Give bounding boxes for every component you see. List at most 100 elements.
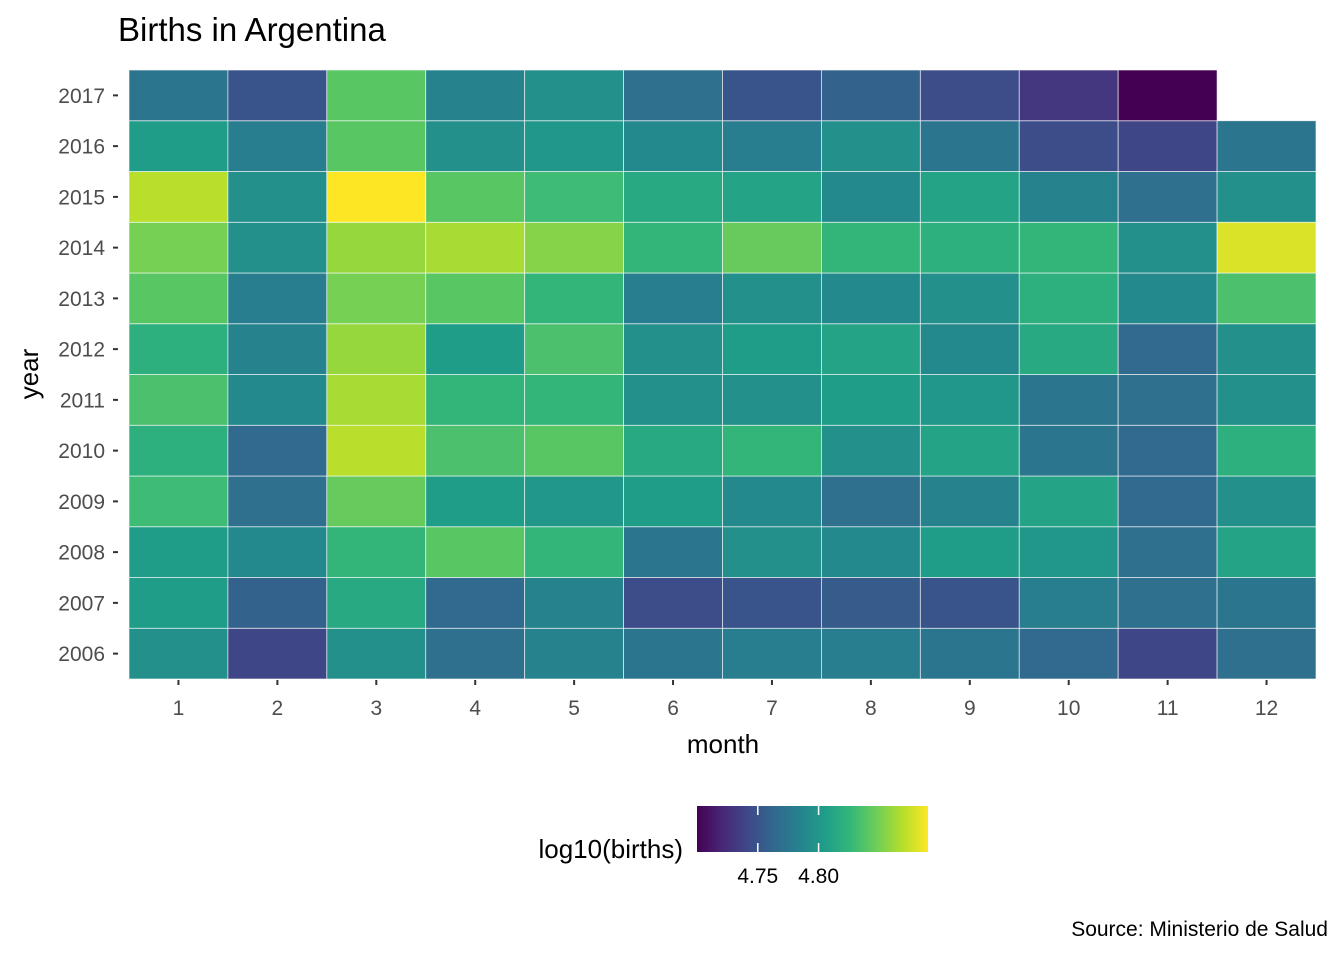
heatmap-tile-2006-1 xyxy=(128,627,229,680)
legend-tick-label: 4.80 xyxy=(798,865,839,888)
heatmap-tile-2015-6 xyxy=(623,171,723,223)
heatmap-tile-2009-2 xyxy=(227,475,328,528)
heatmap-tile-2017-1 xyxy=(128,69,229,122)
heatmap-tile-2010-1 xyxy=(128,424,229,477)
heatmap-tile-2013-4 xyxy=(425,272,526,325)
heatmap-tile-2008-8 xyxy=(821,526,921,578)
y-axis: 2006 2007 2008 2009 2010 2011 2012 2013 2014 2015… xyxy=(58,85,118,666)
heatmap-tile-2008-12 xyxy=(1216,526,1317,578)
heatmap-tile-2008-3 xyxy=(326,526,427,578)
heatmap-tile-2015-4 xyxy=(425,171,526,223)
heatmap-tile-2008-6 xyxy=(623,526,723,578)
heatmap-tile-2008-5 xyxy=(524,526,624,578)
x-tick-label-9: 9 xyxy=(964,697,976,720)
heatmap-tile-2014-8 xyxy=(821,221,921,274)
x-tick-label-3: 3 xyxy=(370,697,382,720)
heatmap-tile-2007-11 xyxy=(1117,577,1218,629)
heatmap-tile-2009-12 xyxy=(1216,475,1317,528)
heatmap-tile-2011-9 xyxy=(919,374,1020,426)
y-tick-label-2007: 2007 xyxy=(58,592,105,615)
heatmap-tile-2006-10 xyxy=(1018,627,1119,680)
y-tick-label-2015: 2015 xyxy=(58,186,105,209)
x-axis: 1 2 3 4 5 6 7 8 9 10 11 12 xyxy=(173,680,1278,720)
heatmap-tile-2010-5 xyxy=(524,424,624,477)
heatmap-tile-2007-8 xyxy=(821,577,921,629)
heatmap-tile-2013-7 xyxy=(722,272,822,325)
heatmap-tile-2016-8 xyxy=(821,120,921,172)
heatmap-tile-2011-4 xyxy=(425,374,526,426)
heatmap-tile-2013-11 xyxy=(1117,272,1218,325)
heatmap-tile-2012-4 xyxy=(425,323,526,375)
heatmap-tile-2010-12 xyxy=(1216,424,1317,477)
heatmap-tile-2014-12 xyxy=(1216,221,1317,274)
heatmap-tile-2009-5 xyxy=(524,475,624,528)
heatmap-tile-2009-7 xyxy=(722,475,822,528)
heatmap-tile-2013-9 xyxy=(919,272,1020,325)
heatmap-tile-2012-5 xyxy=(524,323,624,375)
heatmap-tile-2012-6 xyxy=(623,323,723,375)
y-tick-label-2014: 2014 xyxy=(58,237,105,260)
x-tick-label-2: 2 xyxy=(272,697,284,720)
heatmap-tile-2010-10 xyxy=(1018,424,1119,477)
heatmap-tile-2006-11 xyxy=(1117,627,1218,680)
heatmap-tile-2016-12 xyxy=(1216,120,1317,172)
heatmap-tile-2008-4 xyxy=(425,526,526,578)
heatmap-tile-2010-8 xyxy=(821,424,921,477)
heatmap-tile-2011-6 xyxy=(623,374,723,426)
heatmap-tile-2015-12 xyxy=(1216,171,1317,223)
heatmap-tile-2012-2 xyxy=(227,323,328,375)
heatmap-tile-2007-1 xyxy=(128,577,229,629)
heatmap-tile-2008-1 xyxy=(128,526,229,578)
heatmap-tile-2008-7 xyxy=(722,526,822,578)
heatmap-tile-2015-1 xyxy=(128,171,229,223)
heatmap-tile-2006-9 xyxy=(919,627,1020,680)
heatmap-tile-2013-8 xyxy=(821,272,921,325)
heatmap-tile-2013-2 xyxy=(227,272,328,325)
color-legend: log10(births) 4.75 4.80 xyxy=(538,806,928,888)
x-tick-label-5: 5 xyxy=(568,697,580,720)
heatmap-tile-2007-9 xyxy=(919,577,1020,629)
heatmap-tile-2012-7 xyxy=(722,323,822,375)
x-tick-label-7: 7 xyxy=(766,697,778,720)
heatmap-tile-2006-8 xyxy=(821,627,921,680)
heatmap-tile-2012-1 xyxy=(128,323,229,375)
heatmap-tile-2008-9 xyxy=(919,526,1020,578)
heatmap-tile-2009-1 xyxy=(128,475,229,528)
heatmap-tile-2017-6 xyxy=(623,69,723,122)
heatmap-tile-2010-9 xyxy=(919,424,1020,477)
heatmap-tile-2013-3 xyxy=(326,272,427,325)
heatmap-tile-2009-8 xyxy=(821,475,921,528)
heatmap-tile-2013-12 xyxy=(1216,272,1317,325)
y-tick-label-2011: 2011 xyxy=(60,389,105,412)
legend-colorbar xyxy=(697,806,928,852)
y-axis-title: year xyxy=(14,348,44,399)
heatmap-tile-2015-3 xyxy=(326,171,427,223)
heatmap-tile-2006-7 xyxy=(722,627,822,680)
heatmap-tile-2012-10 xyxy=(1018,323,1119,375)
heatmap-tile-2015-8 xyxy=(821,171,921,223)
heatmap-tile-2011-7 xyxy=(722,374,822,426)
heatmap-tile-2011-3 xyxy=(326,374,427,426)
heatmap-tile-2016-4 xyxy=(425,120,526,172)
chart-title: Births in Argentina xyxy=(118,11,386,48)
heatmap-tile-2010-11 xyxy=(1117,424,1218,477)
heatmap-tile-2016-11 xyxy=(1117,120,1218,172)
heatmap-tile-2017-10 xyxy=(1018,69,1119,122)
heatmap-tile-2011-5 xyxy=(524,374,624,426)
heatmap-tile-2016-7 xyxy=(722,120,822,172)
heatmap-tile-2012-3 xyxy=(326,323,427,375)
heatmap-tile-2013-10 xyxy=(1018,272,1119,325)
heatmap-tile-2013-5 xyxy=(524,272,624,325)
heatmap-tile-2017-3 xyxy=(326,69,427,122)
heatmap-tile-2016-6 xyxy=(623,120,723,172)
legend-ticks: 4.75 4.80 xyxy=(737,806,839,888)
y-tick-label-2009: 2009 xyxy=(58,491,105,514)
heatmap-tile-2011-12 xyxy=(1216,374,1317,426)
heatmap-tile-2014-5 xyxy=(524,221,624,274)
heatmap-tile-2012-12 xyxy=(1216,323,1317,375)
heatmap-tile-2007-7 xyxy=(722,577,822,629)
heatmap-tile-2017-8 xyxy=(821,69,921,122)
heatmap-tile-2010-6 xyxy=(623,424,723,477)
heatmap-tile-2006-3 xyxy=(326,627,427,680)
heatmap-tile-2017-5 xyxy=(524,69,624,122)
